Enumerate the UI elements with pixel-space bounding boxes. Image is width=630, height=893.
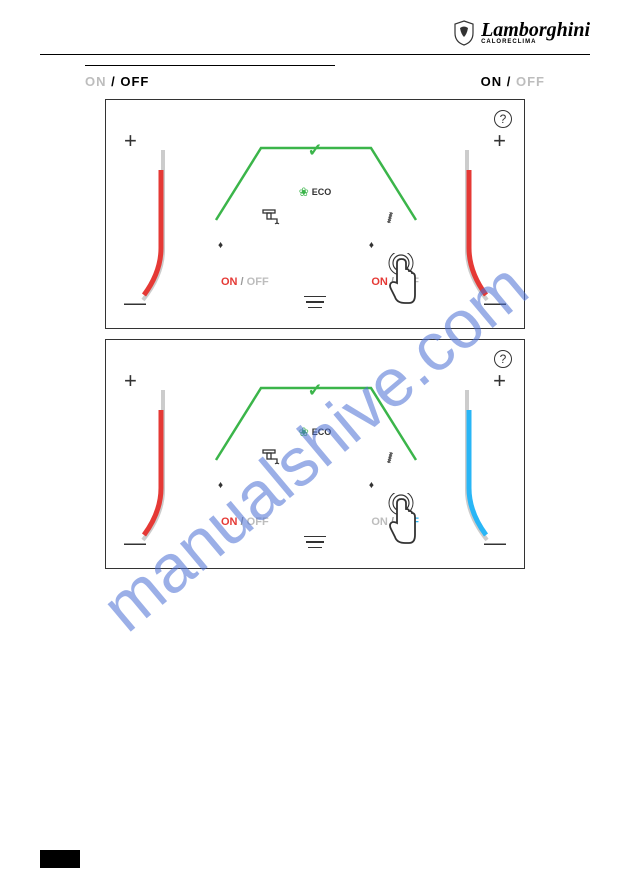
plus-right-button[interactable]: + [493, 368, 506, 394]
flame-icon-right: ♦ [369, 240, 374, 251]
shield-icon [453, 20, 475, 46]
brand-logo: Lamborghini CALORECLIMA [453, 20, 590, 46]
flame-icon-left: ♦ [218, 240, 223, 251]
onoff-toggle-left[interactable]: ON / OFF [221, 276, 269, 288]
control-panel-1: ? + + — — ✓ ❀ ECO ⦚⦚⦚ ♦ ♦ [105, 99, 525, 329]
left-gauge [141, 150, 191, 310]
arc-shape [206, 140, 426, 230]
flame-icon-left: ♦ [218, 480, 223, 491]
touch-hand-icon [379, 253, 424, 308]
onoff-label-right: ON / OFF [481, 74, 545, 89]
plus-left-button[interactable]: + [124, 128, 137, 154]
menu-icon[interactable] [304, 532, 326, 553]
tap-icon [261, 208, 281, 226]
page-header: Lamborghini CALORECLIMA [40, 20, 590, 55]
instruction-row: ON / OFF ON / OFF [85, 74, 545, 89]
flame-icon-right: ♦ [369, 480, 374, 491]
tap-icon [261, 448, 281, 466]
touch-hand-icon [379, 493, 424, 548]
onoff-toggle-left[interactable]: ON / OFF [221, 516, 269, 528]
right-gauge [439, 150, 489, 310]
left-gauge [141, 390, 191, 550]
brand-name: Lamborghini [481, 21, 590, 39]
right-gauge [439, 390, 489, 550]
heat-waves-icon: ⦚⦚⦚ [386, 210, 389, 227]
page-number-block [40, 850, 80, 868]
section-divider [85, 65, 335, 66]
help-icon[interactable]: ? [494, 350, 512, 368]
plus-right-button[interactable]: + [493, 128, 506, 154]
menu-icon[interactable] [304, 292, 326, 313]
control-panel-2: ? + + — — ✓ ❀ ECO ⦚⦚⦚ ♦ ♦ [105, 339, 525, 569]
plus-left-button[interactable]: + [124, 368, 137, 394]
arc-shape [206, 380, 426, 470]
help-icon[interactable]: ? [494, 110, 512, 128]
onoff-label-left: ON / OFF [85, 74, 149, 89]
heat-waves-icon: ⦚⦚⦚ [386, 450, 389, 467]
